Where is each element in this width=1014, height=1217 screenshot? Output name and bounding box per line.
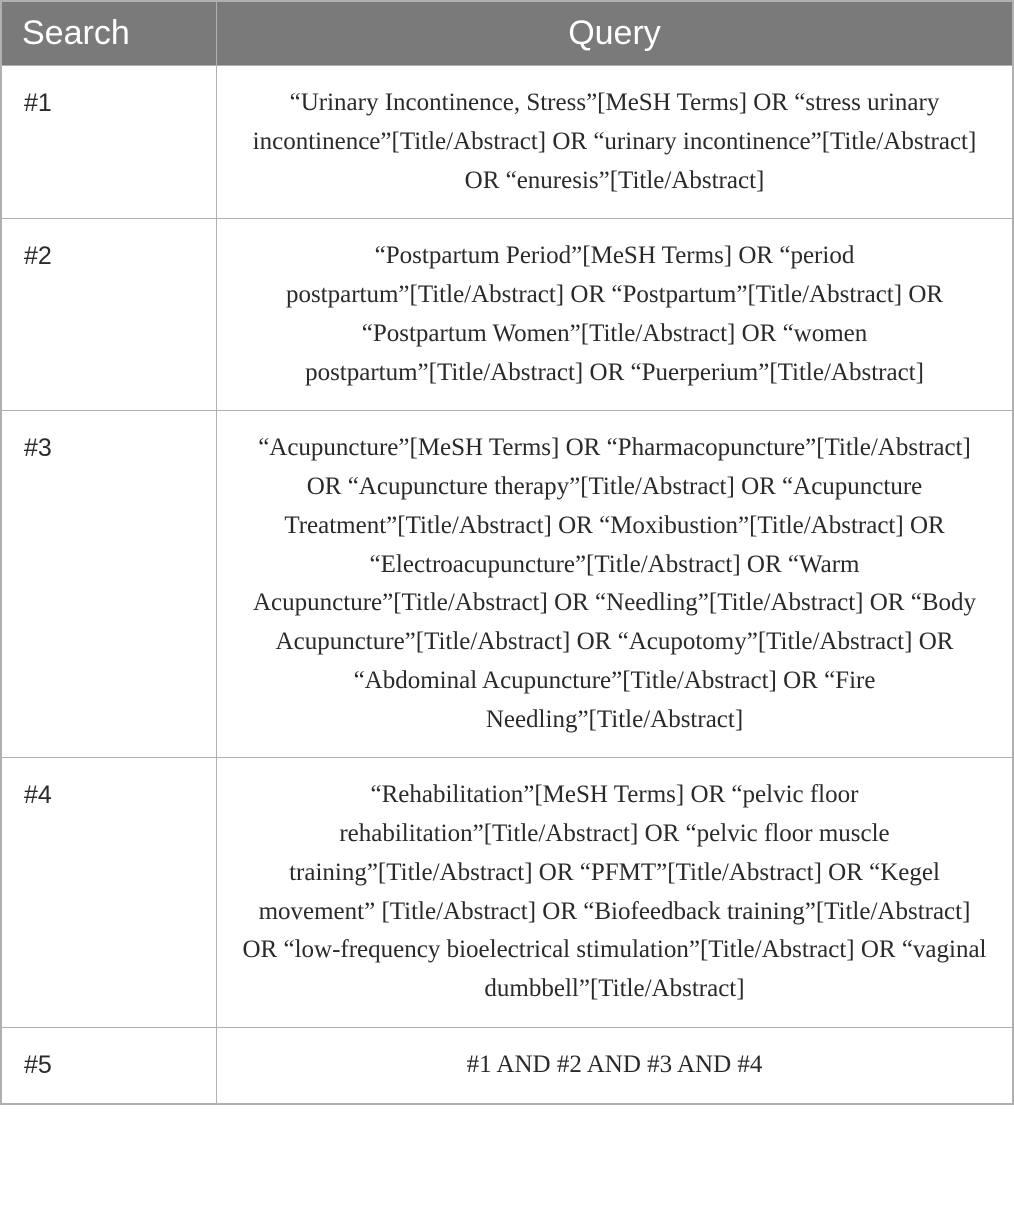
- header-row: Search Query: [2, 2, 1013, 66]
- query-text-cell: “Urinary Incontinence, Stress”[MeSH Term…: [217, 66, 1013, 219]
- search-column-header: Search: [2, 2, 217, 66]
- query-column-header: Query: [217, 2, 1013, 66]
- query-text-cell: “Postpartum Period”[MeSH Terms] OR “peri…: [217, 219, 1013, 411]
- table-row: #2 “Postpartum Period”[MeSH Terms] OR “p…: [2, 219, 1013, 411]
- query-text-cell: #1 AND #2 AND #3 AND #4: [217, 1027, 1013, 1103]
- table-header: Search Query: [2, 2, 1013, 66]
- table-row: #3 “Acupuncture”[MeSH Terms] OR “Pharmac…: [2, 411, 1013, 758]
- search-id-cell: #2: [2, 219, 217, 411]
- query-text-cell: “Rehabilitation”[MeSH Terms] OR “pelvic …: [217, 758, 1013, 1028]
- query-table: Search Query #1 “Urinary Incontinence, S…: [1, 1, 1013, 1104]
- search-id-cell: #3: [2, 411, 217, 758]
- table-row: #5 #1 AND #2 AND #3 AND #4: [2, 1027, 1013, 1103]
- table-row: #4 “Rehabilitation”[MeSH Terms] OR “pelv…: [2, 758, 1013, 1028]
- query-text-cell: “Acupuncture”[MeSH Terms] OR “Pharmacopu…: [217, 411, 1013, 758]
- search-id-cell: #4: [2, 758, 217, 1028]
- table-row: #1 “Urinary Incontinence, Stress”[MeSH T…: [2, 66, 1013, 219]
- table-body: #1 “Urinary Incontinence, Stress”[MeSH T…: [2, 66, 1013, 1104]
- search-strategy-table: Search Query #1 “Urinary Incontinence, S…: [0, 0, 1014, 1105]
- search-id-cell: #1: [2, 66, 217, 219]
- search-id-cell: #5: [2, 1027, 217, 1103]
